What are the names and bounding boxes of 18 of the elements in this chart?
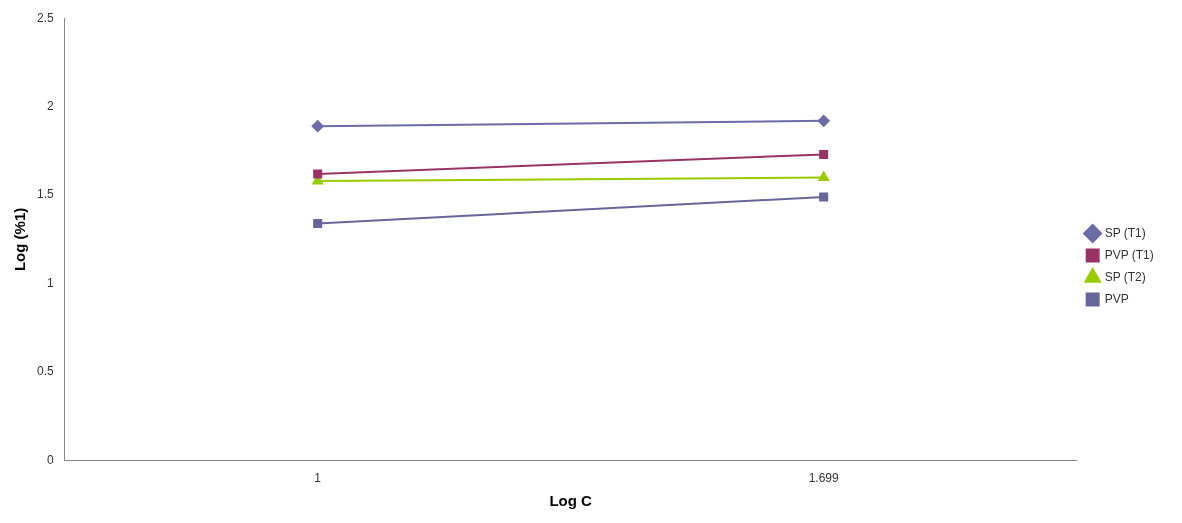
y-tick-label: 2.5 — [36, 10, 54, 25]
legend-label: PVP — [1104, 291, 1129, 306]
point — [311, 120, 324, 133]
y-tick-label: 0 — [46, 452, 54, 467]
point — [817, 114, 830, 127]
y-tick-label: 1.5 — [36, 187, 54, 202]
point — [313, 218, 323, 229]
y-tick-label: 0.5 — [36, 364, 54, 379]
legend-label: PVP (T1) — [1104, 247, 1154, 262]
x-axis-title: Log C — [549, 492, 593, 510]
x-tick-label: 1.699 — [808, 471, 839, 486]
point — [819, 149, 829, 159]
y-tick-label: 1 — [46, 275, 54, 290]
legend-label: SP (T2) — [1104, 269, 1146, 284]
y-axis-title: Log (%1) — [11, 207, 29, 272]
legend-label: SP (T1) — [1104, 225, 1146, 240]
point — [819, 192, 829, 202]
y-tick-label: 2 — [46, 98, 54, 113]
